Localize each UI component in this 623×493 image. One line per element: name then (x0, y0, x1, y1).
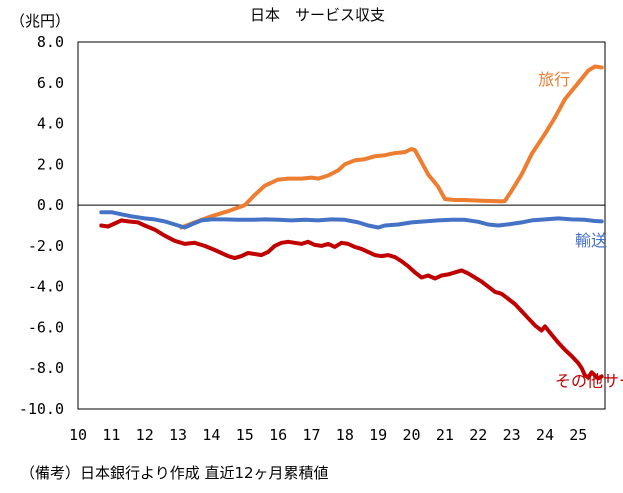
series-label: 旅行 (538, 70, 570, 89)
series-label: 輸送 (575, 231, 607, 250)
y-tick-label: -8.0 (28, 359, 64, 377)
x-tick-label: 25 (569, 426, 587, 444)
x-tick-label: 19 (369, 426, 387, 444)
y-tick-label: -4.0 (28, 278, 64, 296)
x-tick-label: 24 (536, 426, 554, 444)
y-axis-ticks: 8.0 6.0 4.0 2.0 0.0 -2.0 -4.0 -6.0 -8.0 -10.0 (19, 33, 64, 418)
series-group (99, 64, 604, 381)
x-tick-label: 17 (302, 426, 320, 444)
x-tick-label: 15 (236, 426, 254, 444)
y-tick-label: -10.0 (19, 400, 64, 418)
plot-area (77, 41, 606, 410)
x-tick-label: 12 (136, 426, 154, 444)
y-tick-label: -6.0 (28, 318, 64, 336)
y-tick-label: 0.0 (37, 196, 64, 214)
series-label: その他サービス (555, 372, 623, 391)
y-tick-label: 6.0 (37, 74, 64, 92)
series-line-1 (99, 210, 604, 230)
x-tick-label: 11 (102, 426, 120, 444)
series-labels: 旅行輸送その他サービス (538, 70, 623, 391)
x-tick-label: 20 (403, 426, 421, 444)
x-tick-label: 21 (436, 426, 454, 444)
x-tick-label: 23 (503, 426, 521, 444)
x-tick-label: 16 (269, 426, 287, 444)
x-axis-ticks: 10 11 12 13 14 15 16 17 18 19 20 21 22 23 24 25 (69, 426, 587, 444)
y-tick-label: 8.0 (37, 33, 64, 51)
y-unit-label: （兆円） (10, 12, 70, 30)
y-tick-label: -2.0 (28, 237, 64, 255)
x-tick-label: 13 (169, 426, 187, 444)
series-line-2 (99, 218, 604, 381)
series-line-0 (179, 64, 604, 230)
y-tick-label: 4.0 (37, 115, 64, 133)
x-tick-label: 18 (336, 426, 354, 444)
chart-title: 日本 サービス収支 (250, 6, 385, 24)
y-tick-label: 2.0 (37, 155, 64, 173)
x-tick-label: 10 (69, 426, 87, 444)
chart-note: （備考）日本銀行より作成 直近12ヶ月累積値 (20, 464, 329, 482)
x-tick-label: 14 (202, 426, 220, 444)
x-tick-label: 22 (469, 426, 487, 444)
